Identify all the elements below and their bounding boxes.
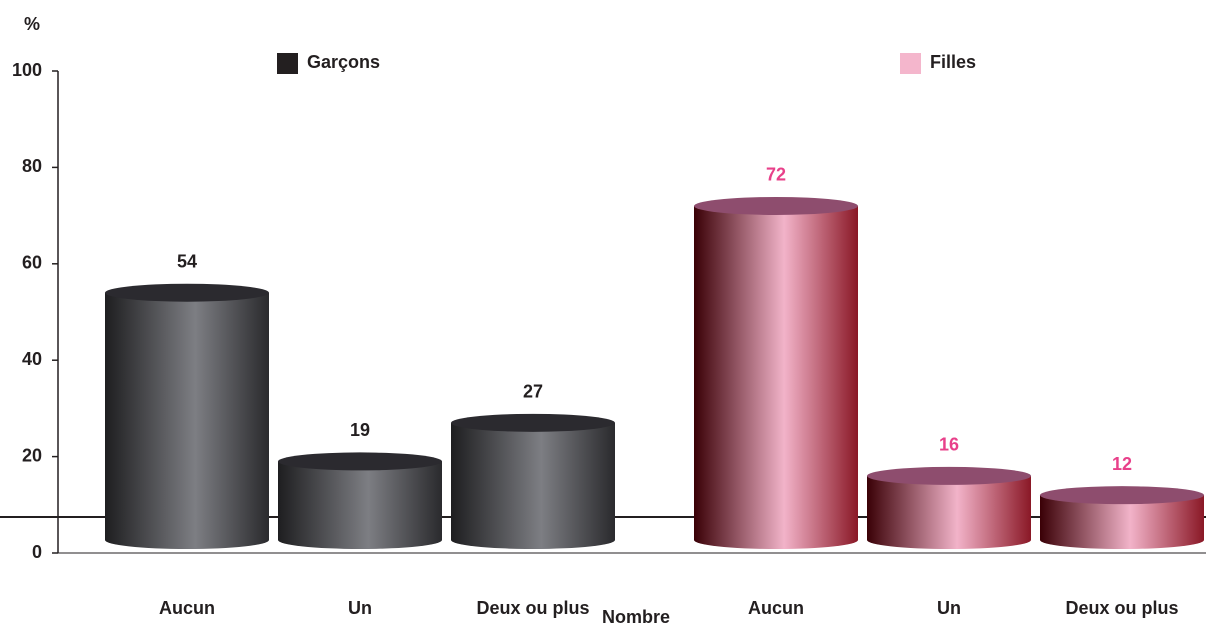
y-tick-label: 40 xyxy=(22,349,42,369)
bar-body xyxy=(278,461,442,549)
legend-label: Garçons xyxy=(307,52,380,72)
bar xyxy=(1040,486,1204,549)
bar-top xyxy=(278,452,442,471)
bar-top xyxy=(105,283,269,302)
x-tick-label: Aucun xyxy=(159,598,215,618)
y-tick-label: 100 xyxy=(12,60,42,80)
value-label: 16 xyxy=(939,435,959,455)
x-axis-label: Nombre xyxy=(602,607,670,627)
y-tick-label: 80 xyxy=(22,156,42,176)
value-label: 12 xyxy=(1112,454,1132,474)
bar-body xyxy=(1040,495,1204,549)
bar-top xyxy=(1040,486,1204,505)
x-tick-label: Deux ou plus xyxy=(1065,598,1178,618)
legend-swatch xyxy=(277,53,298,74)
y-axis-label: % xyxy=(24,14,40,34)
bar-top xyxy=(694,196,858,215)
x-tick-label: Aucun xyxy=(748,598,804,618)
y-tick-label: 0 xyxy=(32,542,42,562)
y-tick-label: 20 xyxy=(22,445,42,465)
value-label: 54 xyxy=(177,251,197,271)
value-label: 27 xyxy=(523,382,543,402)
x-tick-label: Un xyxy=(348,598,372,618)
bar xyxy=(694,196,858,549)
x-tick-label: Deux ou plus xyxy=(476,598,589,618)
legend-label: Filles xyxy=(930,52,976,72)
bar-body xyxy=(867,475,1031,549)
value-label: 72 xyxy=(766,165,786,185)
value-label: 19 xyxy=(350,420,370,440)
bar xyxy=(451,413,615,549)
y-tick-label: 60 xyxy=(22,253,42,273)
legend-swatch xyxy=(900,53,921,74)
bar-top xyxy=(867,466,1031,485)
bar xyxy=(105,283,269,549)
bar-body xyxy=(451,422,615,549)
bar xyxy=(278,452,442,549)
x-tick-label: Un xyxy=(937,598,961,618)
bar-top xyxy=(451,413,615,432)
bar-body xyxy=(694,205,858,549)
bar-body xyxy=(105,292,269,549)
bar xyxy=(867,466,1031,549)
